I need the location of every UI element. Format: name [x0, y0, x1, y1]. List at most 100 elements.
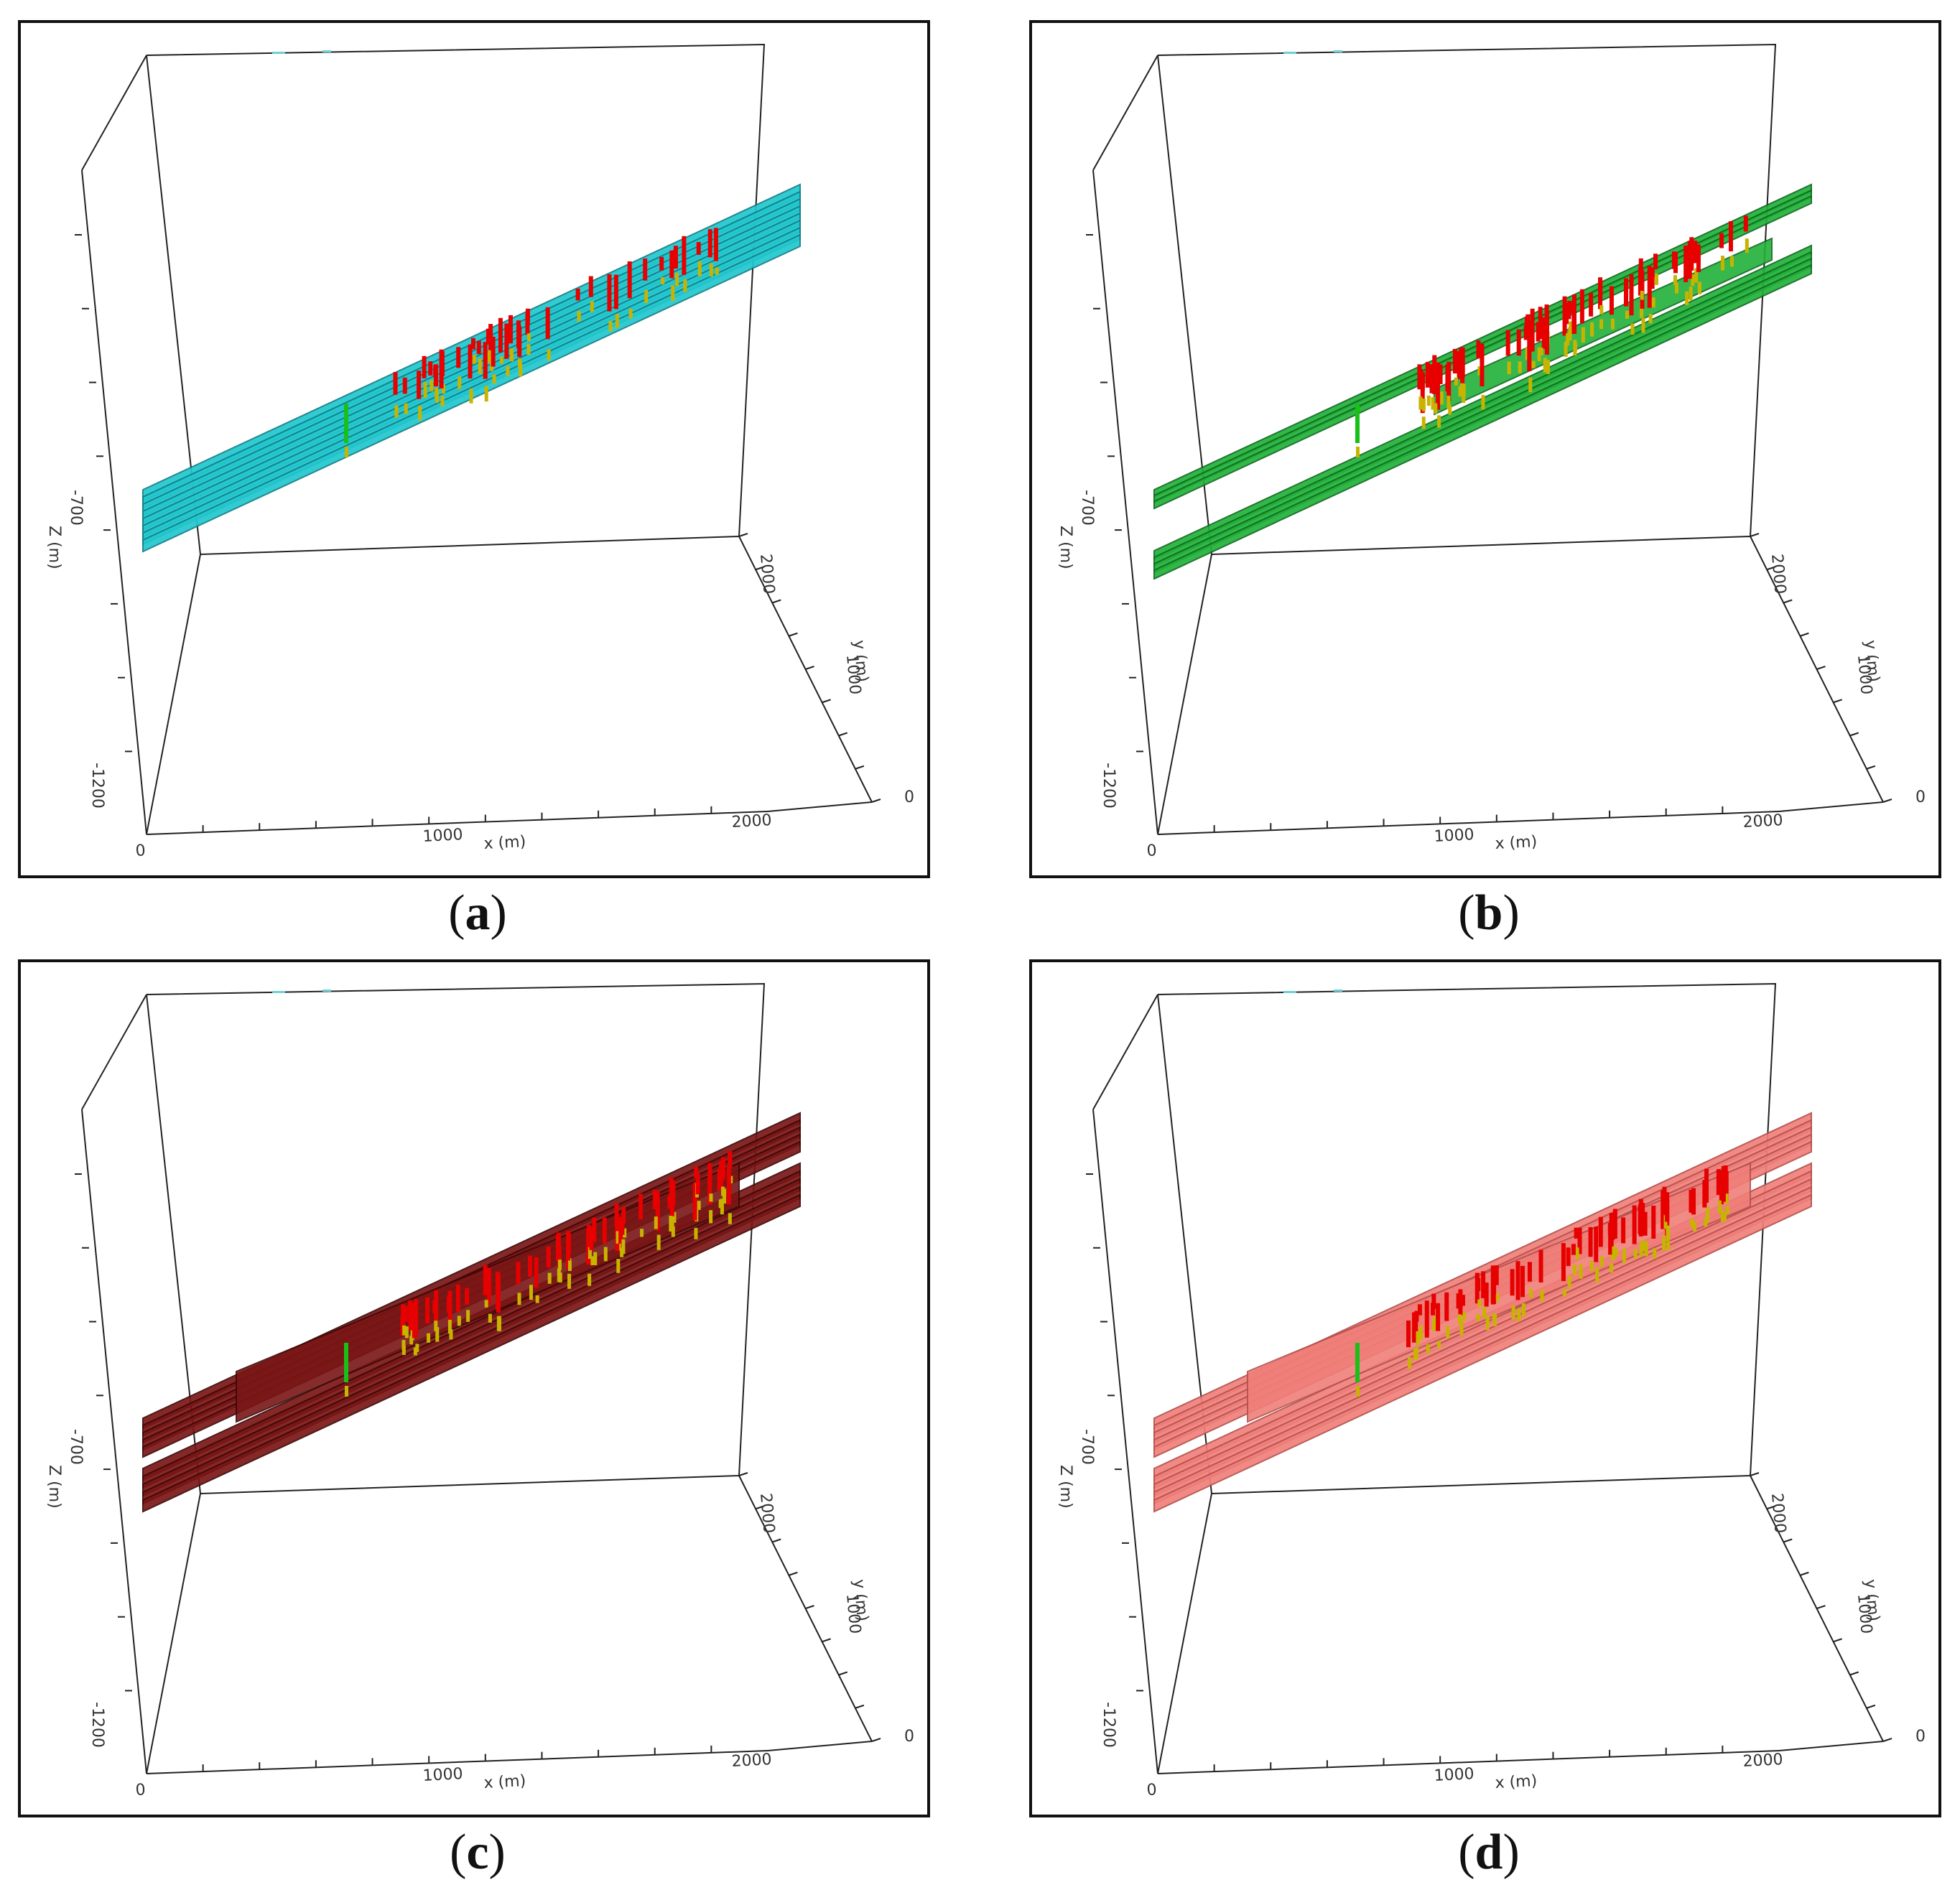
- well-red: [695, 1173, 700, 1195]
- y-axis-label: y (m): [850, 639, 871, 683]
- z-tick-700: -700: [1078, 490, 1096, 526]
- well-yellow: [1537, 347, 1541, 361]
- well-yellow: [671, 1226, 675, 1237]
- well-yellow: [1457, 1314, 1462, 1324]
- z-axis-label: Z (m): [1056, 526, 1074, 569]
- well-yellow: [1517, 1308, 1521, 1322]
- well-red: [692, 1183, 697, 1221]
- well-red: [1683, 245, 1689, 282]
- well-yellow: [1721, 256, 1725, 271]
- well-red: [1643, 1211, 1648, 1236]
- well-yellow: [615, 314, 619, 328]
- well-yellow: [1653, 1248, 1657, 1259]
- caption-a: (a): [448, 885, 507, 941]
- well-yellow: [728, 1213, 732, 1224]
- well-red: [439, 349, 444, 388]
- well-yellow: [435, 1327, 440, 1342]
- well-red: [588, 276, 593, 297]
- well-yellow: [435, 387, 439, 399]
- well-red: [1632, 1205, 1637, 1244]
- well-yellow: [1690, 1218, 1694, 1228]
- well-red: [1484, 1282, 1489, 1307]
- y-axis-label: y (m): [1861, 639, 1882, 683]
- well-red: [1728, 221, 1733, 252]
- well-yellow: [683, 279, 687, 292]
- well-yellow: [616, 1259, 621, 1273]
- y-axis-label: y (m): [1861, 1578, 1882, 1622]
- well-yellow: [1729, 256, 1734, 267]
- well-red: [673, 246, 678, 269]
- well-yellow: [484, 386, 488, 402]
- well-yellow: [723, 1188, 727, 1204]
- well-yellow: [709, 263, 713, 277]
- y-tick-0: 0: [904, 1728, 914, 1746]
- well-yellow: [1630, 323, 1635, 335]
- well-yellow: [720, 1198, 724, 1215]
- y-tick-2000: 2000: [1768, 553, 1789, 595]
- well-red: [707, 1174, 712, 1205]
- well-yellow: [519, 363, 523, 377]
- well-yellow: [1610, 1263, 1614, 1273]
- well-red: [1612, 1209, 1617, 1239]
- well-red: [638, 1193, 644, 1220]
- well-yellow: [1446, 396, 1451, 409]
- well-yellow: [1507, 361, 1511, 375]
- well-yellow: [1575, 1247, 1579, 1260]
- caption-b: (b): [1458, 885, 1520, 941]
- z-tick-1200: -1200: [1100, 1702, 1118, 1748]
- x-axis-label: x (m): [483, 833, 526, 853]
- top-mark: [1334, 50, 1342, 52]
- well-red: [546, 1246, 551, 1268]
- x-tick-1000: 1000: [422, 1765, 463, 1785]
- well-red: [1719, 1170, 1724, 1205]
- well-yellow: [1640, 291, 1644, 300]
- well-yellow: [1492, 1313, 1496, 1321]
- well-red: [1647, 266, 1652, 308]
- well-yellow: [1674, 282, 1678, 294]
- well-red: [1719, 233, 1724, 248]
- well-red: [393, 372, 398, 395]
- well-red: [1505, 330, 1510, 356]
- well-yellow: [1432, 1321, 1436, 1331]
- well-red: [1481, 1271, 1486, 1298]
- well-yellow: [1622, 1248, 1627, 1263]
- well-red: [1661, 1190, 1666, 1229]
- well-red: [516, 1262, 521, 1285]
- well-red: [1460, 1295, 1465, 1306]
- well-red: [1520, 1265, 1525, 1298]
- well-yellow: [402, 1325, 407, 1336]
- well-yellow: [587, 1247, 592, 1260]
- well-yellow: [671, 285, 675, 302]
- well-red: [1579, 289, 1584, 324]
- caption-c: (c): [450, 1825, 506, 1880]
- well-red: [1438, 364, 1443, 384]
- y-tick-0: 0: [904, 788, 914, 806]
- well-yellow: [1725, 1206, 1729, 1214]
- well-yellow: [1579, 1265, 1583, 1279]
- well-red: [696, 242, 701, 255]
- well-red: [1480, 343, 1485, 387]
- well-red: [669, 250, 674, 279]
- y-tick-2000: 2000: [756, 1492, 778, 1534]
- well-red: [1429, 364, 1434, 394]
- well-red: [1574, 1227, 1579, 1239]
- well-yellow: [1495, 1294, 1500, 1302]
- well-yellow: [640, 1229, 644, 1237]
- box-frame: [81, 43, 873, 835]
- top-mark: [1334, 990, 1342, 992]
- well-yellow: [567, 1260, 572, 1272]
- well-red: [428, 361, 433, 376]
- well-red: [1693, 241, 1698, 264]
- well-yellow: [1694, 268, 1699, 283]
- well-yellow: [518, 358, 522, 368]
- well-red: [1510, 1269, 1515, 1296]
- well-red: [1598, 1216, 1603, 1247]
- well-yellow: [1426, 395, 1431, 406]
- box-frame: [1092, 43, 1884, 835]
- well-yellow: [1599, 319, 1604, 330]
- well-red: [1490, 1265, 1495, 1305]
- well-red: [422, 355, 427, 378]
- x-tick-0: 0: [135, 1781, 146, 1799]
- well-red: [556, 1232, 561, 1249]
- well-yellow: [593, 1252, 598, 1265]
